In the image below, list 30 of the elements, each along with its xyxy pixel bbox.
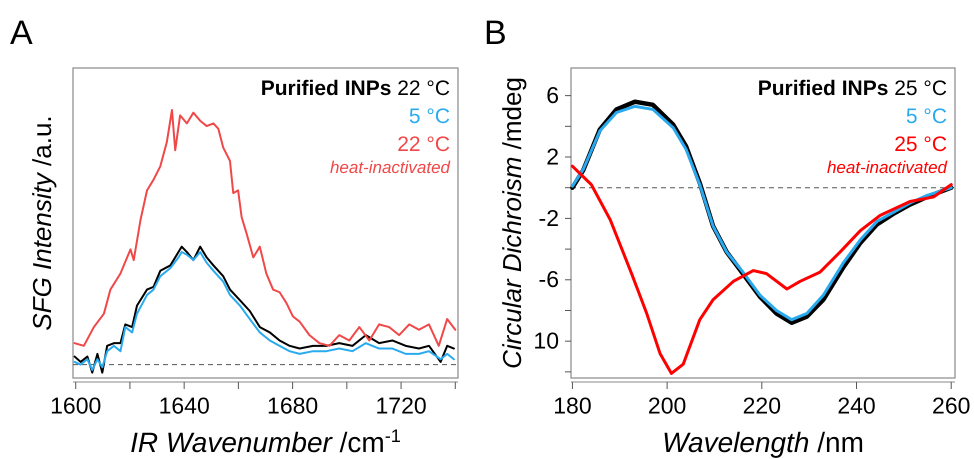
chart-title: A	[10, 14, 33, 52]
text: 22 °C	[397, 133, 450, 156]
x-tick-label: 260	[932, 392, 970, 418]
x-tick-label: 220	[742, 392, 782, 418]
y-axis-title: Circular Dichroism /mdeg	[497, 77, 527, 369]
y-tick-label: -6	[538, 266, 559, 292]
x-tick-label: 1640	[158, 392, 210, 418]
text: 5 °C	[906, 105, 947, 128]
annotation: heat-inactivated	[330, 158, 451, 177]
x-tick-label: 1720	[375, 392, 427, 418]
y-tick-label: -2	[538, 204, 559, 231]
x-tick-label: 1600	[50, 392, 102, 418]
legend-title: Purified INPs	[758, 77, 894, 100]
x-tick-label: 240	[837, 392, 876, 418]
x-axis-title: Wavelength /nm	[662, 427, 864, 458]
annotation: heat-inactivated	[826, 158, 948, 177]
legend-title: Purified INPs	[260, 77, 398, 100]
chart-title: B	[484, 14, 507, 52]
text: 22 °C	[397, 77, 450, 100]
x-tick-label: 1680	[267, 392, 318, 418]
x-tick-label: 180	[553, 392, 592, 418]
y-tick-label: 2	[546, 143, 559, 170]
text: 25 °C	[894, 77, 947, 100]
series-label: 25 °C	[894, 133, 947, 156]
x-axis-title: IR Wavenumber /cm$^{-1}$	[130, 426, 401, 458]
x-tick-label: 200	[648, 392, 686, 418]
y-tick-label: 6	[546, 82, 559, 108]
y-tick-label: 10	[533, 328, 559, 354]
y-axis-title: SFG Intensity /a.u.	[27, 115, 57, 331]
text: 5 °C	[408, 105, 450, 128]
